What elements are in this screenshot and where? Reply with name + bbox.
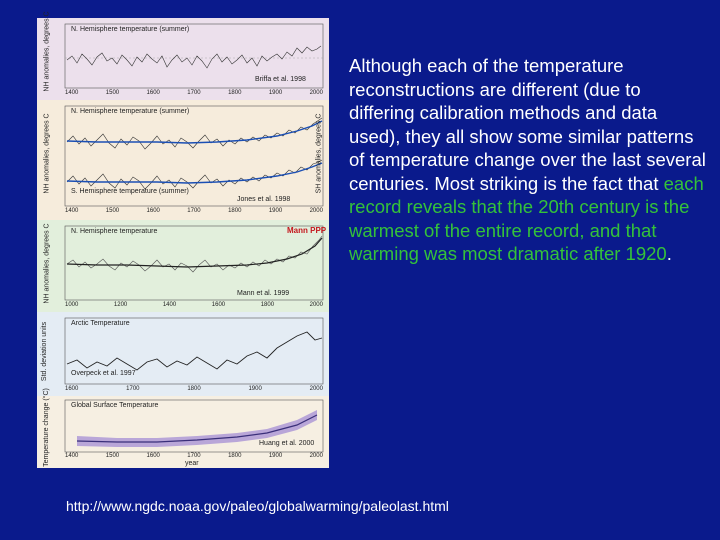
body-text-part: Although each of the temperature reconst…	[349, 55, 706, 194]
huang-uncertainty-band	[77, 410, 317, 447]
x-tick: 1400	[162, 302, 177, 308]
panel-mann-plot	[64, 225, 324, 301]
panel-title: N. Hemisphere temperature (summer)	[71, 108, 190, 115]
slide-body-text: Although each of the temperature reconst…	[349, 54, 711, 266]
x-tick: 1600	[211, 302, 226, 308]
x-tick: 2000	[309, 302, 323, 308]
x-tick-labels: 1400 1500 1600 1700 1800 1900 2000	[65, 453, 323, 459]
panel-overpeck: Arctic Temperature Overpeck et al. 1997 …	[37, 312, 329, 396]
x-tick: 1900	[268, 208, 283, 214]
mann-ppp-logo: Mann PPP	[287, 226, 327, 235]
x-tick: 1900	[268, 453, 283, 459]
x-tick-labels: 1400 1500 1600 1700 1800 1900 2000	[65, 208, 323, 214]
x-tick: 1400	[65, 90, 79, 96]
x-tick: 1600	[146, 208, 160, 214]
panel-title: Arctic Temperature	[71, 320, 130, 327]
mann-smooth	[66, 237, 323, 268]
x-tick-labels: 1600 1700 1800 1900 2000	[65, 386, 323, 392]
x-tick: 1600	[146, 453, 160, 459]
nh-smooth	[66, 120, 323, 144]
x-tick: 1600	[146, 90, 160, 96]
x-tick: 1500	[105, 208, 120, 214]
x-tick: 1000	[65, 302, 79, 308]
panel-credit: Briffa et al. 1998	[255, 76, 306, 83]
x-tick: 1500	[105, 453, 120, 459]
panel-credit: Mann et al. 1999	[237, 290, 290, 297]
x-tick: 1200	[113, 302, 128, 308]
panel-title: N. Hemisphere temperature (summer)	[71, 26, 190, 33]
sh-smooth	[66, 162, 323, 184]
x-tick-labels: 1000 1200 1400 1600 1800 2000	[65, 302, 323, 308]
x-tick: 1800	[228, 208, 242, 214]
x-axis-label: year	[185, 460, 199, 467]
x-tick: 1600	[65, 386, 79, 392]
mann-series	[66, 235, 323, 273]
x-tick: 1700	[187, 453, 201, 459]
x-tick: 1700	[187, 90, 201, 96]
x-tick: 1700	[126, 386, 140, 392]
x-tick: 1400	[65, 208, 79, 214]
x-tick: 2000	[309, 90, 323, 96]
x-tick: 2000	[309, 386, 323, 392]
panel-briffa: N. Hemisphere temperature (summer) Briff…	[37, 11, 329, 100]
body-text-highlight: each record reveals that the 20th centur…	[349, 172, 704, 265]
x-tick-labels: 1400 1500 1600 1700 1800 1900 2000	[65, 90, 323, 96]
panel-subtitle: S. Hemisphere temperature (summer)	[71, 188, 189, 195]
panel-title: Global Surface Temperature	[71, 402, 159, 409]
panel-mann: N. Hemisphere temperature Mann PPP Mann …	[37, 220, 329, 312]
x-tick: 1400	[65, 453, 79, 459]
source-url[interactable]: http://www.ngdc.noaa.gov/paleo/globalwar…	[66, 498, 449, 514]
x-tick: 1700	[187, 208, 201, 214]
panel-jones: N. Hemisphere temperature (summer) S. He…	[37, 100, 329, 220]
x-tick: 1500	[105, 90, 120, 96]
y-axis-label: NH anomalies, degrees C	[43, 11, 51, 92]
body-text-part: .	[666, 243, 672, 264]
panel-huang: Global Surface Temperature Huang et al. …	[37, 388, 329, 468]
x-tick: 2000	[309, 208, 323, 214]
panel-credit: Overpeck et al. 1997	[71, 370, 136, 377]
briffa-series	[66, 45, 322, 69]
nh-series	[66, 117, 323, 150]
x-tick: 1800	[228, 453, 242, 459]
panel-jones-plot	[64, 105, 324, 207]
x-tick: 1800	[228, 90, 242, 96]
huang-series	[76, 414, 318, 443]
x-tick: 1900	[268, 90, 283, 96]
y-axis-label-right: SH anomalies, degrees C	[315, 113, 323, 194]
y-axis-label: NH anomalies, degrees C	[43, 223, 51, 304]
arctic-series	[66, 331, 323, 371]
temperature-reconstructions-figure: N. Hemisphere temperature (summer) Briff…	[37, 11, 329, 468]
x-tick: 1800	[187, 386, 201, 392]
x-tick: 1900	[248, 386, 262, 392]
panel-credit: Huang et al. 2000	[259, 440, 315, 447]
panel-briffa-plot	[64, 23, 324, 89]
y-axis-label: NH anomalies, degrees C	[43, 113, 51, 194]
y-axis-label: Std. deviation units	[41, 321, 49, 382]
panel-credit: Jones et al. 1998	[237, 196, 291, 203]
x-tick: 2000	[309, 453, 323, 459]
y-axis-label: Temperature change (°C)	[42, 388, 50, 467]
panel-title: N. Hemisphere temperature	[71, 228, 158, 235]
panel-huang-plot	[64, 399, 324, 453]
panel-overpeck-plot	[64, 317, 324, 385]
x-tick: 1800	[260, 302, 275, 308]
